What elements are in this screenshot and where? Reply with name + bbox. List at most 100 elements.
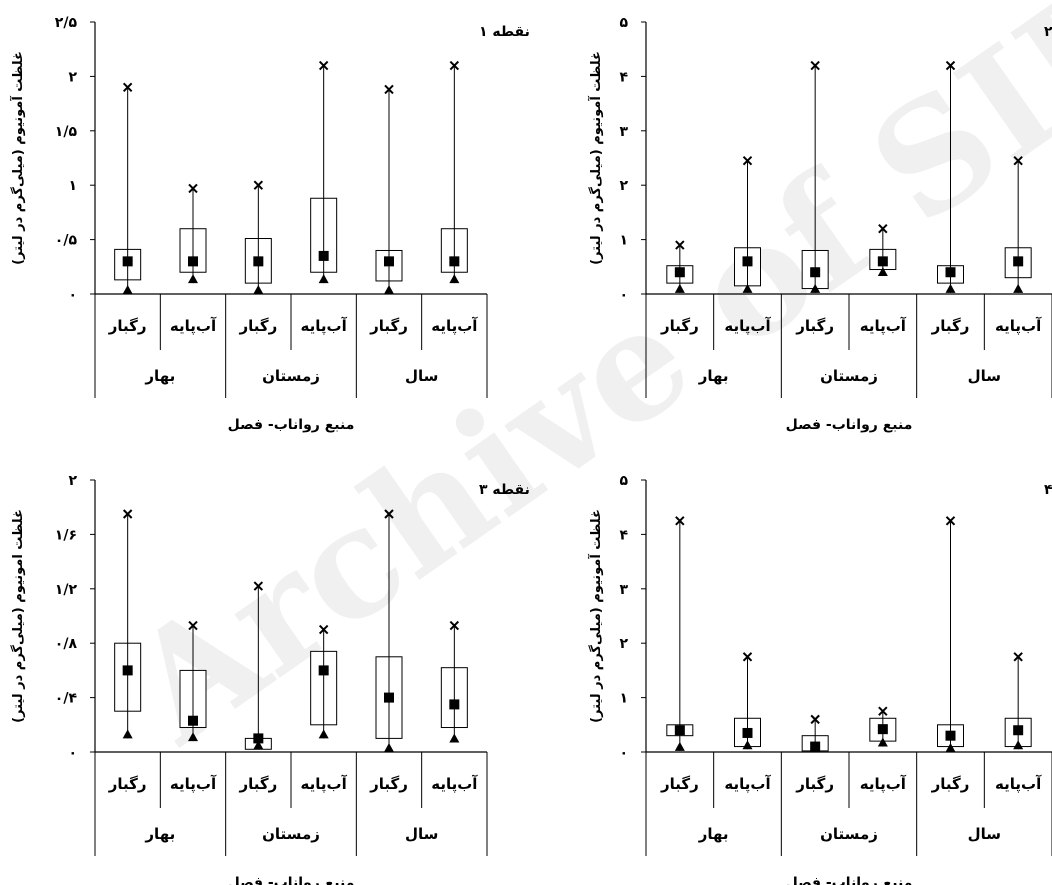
panel-title: نقطه ۲ bbox=[1044, 24, 1052, 40]
category-label: رگبار bbox=[238, 317, 277, 335]
median-marker bbox=[449, 256, 460, 267]
category-label: رگبار bbox=[931, 775, 970, 793]
median-marker bbox=[1013, 725, 1024, 736]
y-tick-label: ۰ bbox=[68, 287, 77, 303]
group-label: زمستان bbox=[820, 367, 878, 385]
y-tick-label: ۱ bbox=[619, 691, 628, 707]
y-tick-label: ۱/۲ bbox=[55, 582, 78, 598]
min-marker bbox=[810, 283, 821, 293]
min-marker bbox=[945, 283, 956, 293]
max-marker bbox=[810, 714, 820, 725]
group-label: سال bbox=[968, 825, 1001, 843]
category-label: آب‌پایه bbox=[724, 775, 771, 794]
min-marker bbox=[674, 283, 685, 293]
max-marker bbox=[449, 60, 460, 71]
median-marker bbox=[449, 699, 460, 710]
y-tick-label: ۲ bbox=[68, 473, 77, 489]
min-marker bbox=[253, 740, 264, 750]
group-label: زمستان bbox=[262, 367, 320, 385]
min-marker bbox=[449, 733, 460, 743]
max-marker bbox=[188, 620, 198, 631]
category-label: آب‌پایه bbox=[170, 775, 217, 794]
max-marker bbox=[1013, 156, 1023, 166]
min-marker bbox=[384, 285, 394, 294]
min-marker bbox=[1013, 283, 1024, 293]
category-label: رگبار bbox=[238, 775, 277, 793]
group-label: زمستان bbox=[820, 825, 878, 843]
category-label: آب‌پایه bbox=[301, 317, 348, 336]
median-marker bbox=[188, 715, 198, 726]
y-tick-label: ۰/۵ bbox=[55, 233, 78, 249]
category-label: رگبار bbox=[369, 317, 408, 335]
min-marker bbox=[384, 743, 394, 752]
category-label: آب‌پایه bbox=[431, 317, 478, 336]
y-tick-label: ۵ bbox=[619, 15, 628, 31]
median-marker bbox=[674, 725, 685, 736]
median-marker bbox=[742, 727, 753, 738]
group-label: سال bbox=[405, 825, 438, 843]
min-marker bbox=[945, 743, 956, 752]
chart-panel-2: ۰ ۱ ۲ ۳ ۴ ۵ غلظت آمونیوم (میلی‌گرم در لیتر) نقط… bbox=[587, 15, 1052, 433]
category-label: رگبار bbox=[660, 775, 699, 793]
median-marker bbox=[810, 741, 821, 752]
median-marker bbox=[945, 267, 956, 278]
y-tick-label: ۳ bbox=[619, 582, 628, 598]
chart-panel-4: ۰ ۱ ۲ ۳ ۴ ۵ غلظت آمونیوم (میلی‌گرم در لیتر) نقط… bbox=[587, 473, 1052, 885]
category-label: آب‌پایه bbox=[860, 317, 907, 336]
y-tick-label: ۱/۵ bbox=[55, 124, 78, 140]
min-marker bbox=[877, 737, 888, 747]
group-label: بهار bbox=[698, 825, 729, 843]
median-marker bbox=[188, 256, 198, 267]
min-marker bbox=[742, 740, 753, 750]
y-tick-label: ۱ bbox=[68, 178, 77, 194]
y-tick-label: ۲ bbox=[619, 636, 628, 652]
min-marker bbox=[253, 285, 264, 294]
median-marker bbox=[877, 256, 888, 267]
category-label: آب‌پایه bbox=[170, 317, 217, 336]
y-tick-label: ۱/۶ bbox=[55, 527, 77, 543]
y-tick-label: ۰ bbox=[619, 287, 628, 303]
panel-title: نقطه ۳ bbox=[479, 482, 530, 498]
median-marker bbox=[1013, 256, 1024, 267]
category-label: رگبار bbox=[795, 775, 834, 793]
max-marker bbox=[449, 620, 460, 631]
group-label: بهار bbox=[698, 367, 729, 385]
max-marker bbox=[675, 516, 685, 526]
category-label: آب‌پایه bbox=[995, 317, 1042, 336]
y-axis-label: غلظت امونیوم (میلی‌گرم در لیتر) bbox=[10, 509, 26, 723]
y-tick-label: ۰/۸ bbox=[55, 636, 78, 652]
category-label: آب‌پایه bbox=[431, 775, 478, 794]
chart-panel-3: ۰ ۰/۴ ۰/۸ ۱/۲ ۱/۶ ۲ غلظت امونیوم (میلی‌گرم در … bbox=[10, 473, 530, 885]
max-marker bbox=[384, 509, 394, 519]
y-tick-label: ۴ bbox=[619, 69, 628, 85]
median-marker bbox=[384, 256, 394, 267]
max-marker bbox=[878, 224, 888, 234]
max-marker bbox=[122, 509, 133, 519]
median-marker bbox=[253, 733, 264, 744]
panel-title: نقطه ۴ bbox=[1044, 482, 1052, 498]
median-marker bbox=[384, 692, 394, 703]
min-marker bbox=[318, 729, 329, 739]
category-label: رگبار bbox=[108, 317, 147, 335]
category-label: رگبار bbox=[660, 317, 699, 335]
max-marker bbox=[384, 84, 394, 95]
median-marker bbox=[122, 665, 133, 676]
max-marker bbox=[253, 581, 264, 591]
min-marker bbox=[742, 283, 753, 293]
y-tick-label: ۰ bbox=[68, 745, 77, 761]
max-marker bbox=[675, 240, 685, 250]
x-axis-label: منبع رواناب- فصل bbox=[786, 875, 913, 885]
group-label: سال bbox=[968, 367, 1001, 385]
group-label: بهار bbox=[144, 367, 175, 385]
max-marker bbox=[810, 60, 820, 71]
max-marker bbox=[318, 60, 329, 71]
max-marker bbox=[1013, 652, 1023, 662]
category-label: آب‌پایه bbox=[301, 775, 348, 794]
chart-panel-1: ۰ ۰/۵ ۱ ۱/۵ ۲ ۲/۵ غلظت آمونیوم (میلی‌گرم در لی… bbox=[9, 15, 530, 433]
max-marker bbox=[742, 156, 753, 166]
max-marker bbox=[318, 624, 329, 635]
max-marker bbox=[122, 82, 133, 92]
median-marker bbox=[674, 267, 685, 278]
y-tick-label: ۳ bbox=[619, 124, 628, 140]
max-marker bbox=[742, 652, 753, 662]
